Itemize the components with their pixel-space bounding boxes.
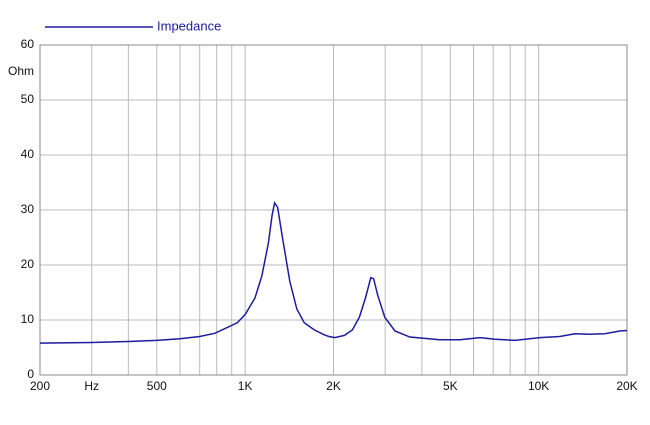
x-tick-label: 2K — [326, 379, 341, 393]
x-tick-label: 500 — [147, 379, 167, 393]
x-tick-label: 10K — [528, 379, 549, 393]
plot-border — [39, 44, 628, 376]
y-tick-label: 50 — [21, 92, 35, 106]
y-tick-label: 10 — [21, 312, 35, 326]
x-tick-label: Hz — [84, 379, 99, 393]
y-tick-label: 20 — [21, 257, 35, 271]
y-tick-label: 40 — [21, 147, 35, 161]
x-tick-label: 20K — [616, 379, 637, 393]
x-tick-label: 1K — [238, 379, 253, 393]
y-tick-label: 0 — [27, 367, 34, 381]
x-tick-label: 5K — [443, 379, 458, 393]
y-tick-label: 60 — [21, 37, 35, 51]
legend-label: Impedance — [157, 18, 221, 33]
series-line — [39, 200, 628, 344]
x-tick-label: 200 — [30, 379, 50, 393]
y-tick-label: 30 — [21, 202, 35, 216]
y-axis-label: Ohm — [8, 64, 34, 78]
